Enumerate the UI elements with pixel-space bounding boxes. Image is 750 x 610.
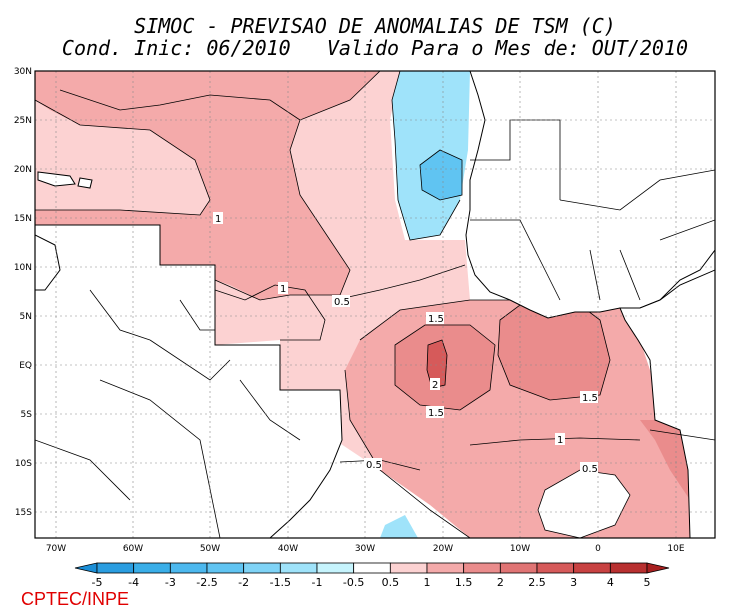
region-anomaly-1.5-se: [640, 420, 690, 500]
lat-label: 5N: [20, 312, 32, 322]
longitude-labels: 70W 60W 50W 40W 30W 20W 10W 0 10E: [46, 544, 685, 554]
contour-label: 0.5: [582, 464, 598, 475]
map-subtitle: Cond. Inic: 06/2010 Valido Para o Mes de…: [61, 36, 689, 60]
contour-label: 1: [557, 435, 563, 446]
colorbar-segment: [74, 562, 98, 574]
contour-label: 1.5: [582, 393, 598, 404]
contour-label: 1: [280, 284, 286, 295]
lon-label: 20W: [433, 544, 453, 554]
lat-label: 10N: [14, 263, 32, 273]
colorbar-segment: [536, 562, 575, 574]
colorbar-segment: [279, 562, 318, 574]
colorbar-label: -0.5: [343, 576, 364, 589]
lat-label: EQ: [19, 361, 32, 371]
land: [35, 71, 715, 538]
colorbar-segment: [133, 562, 171, 574]
colorbar-label: 4: [607, 576, 614, 589]
colorbar-label: -1.5: [270, 576, 291, 589]
gridlines: [35, 71, 715, 538]
colorbar-label: 1.5: [455, 576, 473, 589]
lat-label: 5S: [21, 410, 33, 420]
colorbar-segment: [316, 562, 355, 574]
region-anomaly-neg-south: [380, 515, 418, 538]
lon-label: 70W: [46, 544, 66, 554]
contour-label: 1.5: [428, 314, 444, 325]
colorbar-segment: [573, 562, 611, 574]
region-anomaly-neg-1: [420, 150, 462, 200]
colorbar-segment: [96, 562, 135, 574]
lon-label: 40W: [278, 544, 298, 554]
lat-label: 25N: [14, 116, 32, 126]
lon-label: 30W: [355, 544, 375, 554]
credit-label: CPTEC/INPE: [21, 589, 130, 609]
colorbar-label: -2.5: [196, 576, 217, 589]
colorbar-label: -5: [92, 576, 103, 589]
lon-label: 60W: [123, 544, 143, 554]
colorbar-label: 5: [644, 576, 651, 589]
colorbar-segment: [169, 562, 208, 574]
lon-label: 50W: [200, 544, 220, 554]
colorbar-segment: [463, 562, 501, 574]
latitude-labels: 30N 25N 20N 15N 10N 5N EQ 5S 10S 15S: [14, 67, 32, 518]
lat-label: 20N: [14, 165, 32, 175]
colorbar-labels: -5 -4 -3 -2.5 -2 -1.5 -1 -0.5 0.5 1 1.5 2 2.5 3 4 5: [92, 576, 651, 589]
colorbar-label: 3: [570, 576, 577, 589]
contour-label: 1: [215, 214, 221, 225]
colorbar-segment: [353, 562, 391, 574]
region-anomaly-2-2.5: [427, 340, 447, 388]
colorbar-segment: [499, 562, 538, 574]
anomaly-field: [35, 71, 715, 538]
colorbar-label: -2: [238, 576, 249, 589]
colorbar-segment: [646, 562, 670, 574]
colorbar-segment: [426, 562, 465, 574]
colorbar-segment: [609, 562, 648, 574]
contour-label: 0.5: [334, 297, 350, 308]
colorbar-segment: [206, 562, 245, 574]
lat-label: 15N: [14, 214, 32, 224]
colorbar-label: 1: [424, 576, 431, 589]
contour-label: 1.5: [428, 408, 444, 419]
lat-label: 10S: [15, 459, 32, 469]
colorbar-label: 0.5: [382, 576, 400, 589]
colorbar-label: -1: [312, 576, 323, 589]
lat-label: 15S: [15, 508, 32, 518]
map-title: SIMOC - PREVISAO DE ANOMALIAS DE TSM (C): [134, 14, 616, 38]
region-anomaly-1.5-2-east: [498, 305, 610, 400]
contour-label: 2: [432, 380, 438, 391]
lon-label: 10E: [667, 544, 684, 554]
lon-label: 10W: [510, 544, 530, 554]
contour-value-labels: 1 1 0.5 1.5 2 1.5 1.5 1 0.5 0.5: [213, 212, 598, 475]
region-anomaly-below-0.5: [538, 470, 630, 538]
lat-label: 30N: [14, 67, 32, 77]
lon-label: 0: [595, 544, 601, 554]
colorbar-label: 2.5: [528, 576, 546, 589]
colorbar-segment: [243, 562, 281, 574]
colorbar: [74, 562, 670, 574]
colorbar-label: -4: [128, 576, 139, 589]
plot-frame: [34, 70, 716, 539]
region-anomaly-1-1.5-nw: [35, 71, 380, 300]
contour-label: 0.5: [366, 460, 382, 471]
colorbar-segment: [389, 562, 428, 574]
colorbar-label: 2: [497, 576, 504, 589]
colorbar-label: -3: [165, 576, 176, 589]
